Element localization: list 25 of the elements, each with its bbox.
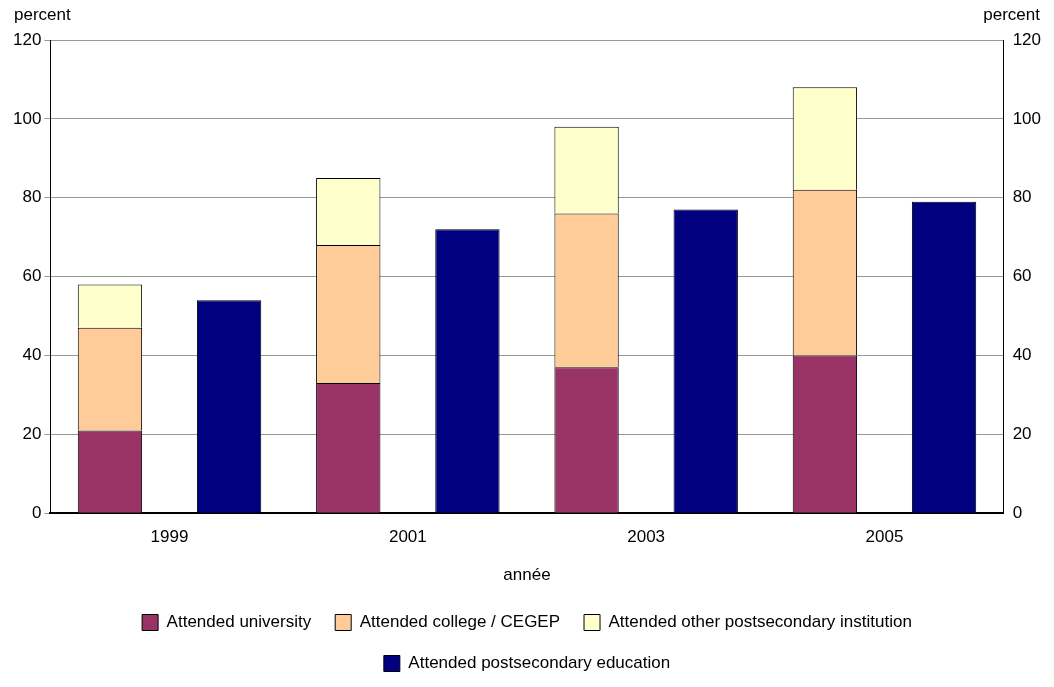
y-axis-title: percent <box>14 5 71 25</box>
x-tick-label: 1999 <box>150 527 189 547</box>
y-tick-label: 100 <box>12 108 42 128</box>
x-tick-label: 2005 <box>865 527 904 547</box>
y2-tick-label: 20 <box>1012 424 1032 444</box>
x-tick-label: 2003 <box>627 527 666 547</box>
y-tick-label: 120 <box>12 29 42 49</box>
y-tick-label: 80 <box>22 187 42 207</box>
legend-label: Attended university <box>166 612 312 632</box>
y2-tick-label: 120 <box>1012 29 1042 49</box>
y2-tick-label: 100 <box>1012 108 1042 128</box>
legend-label: Attended college / CEGEP <box>359 612 561 632</box>
y2-tick-label: 80 <box>1012 187 1032 207</box>
y2-tick-label: 0 <box>1012 502 1023 522</box>
legend-label: Attended postsecondary education <box>408 653 671 673</box>
legend-label: Attended other postsecondary institution <box>608 612 912 632</box>
y-tick-label: 40 <box>22 345 42 365</box>
y2-axis-title: percent <box>983 5 1041 25</box>
y2-tick-label: 60 <box>1012 266 1032 286</box>
y-tick-label: 0 <box>31 502 42 522</box>
x-axis-title: année <box>503 565 551 585</box>
y-tick-label: 20 <box>22 424 42 444</box>
y2-tick-label: 40 <box>1012 345 1032 365</box>
x-tick-label: 2001 <box>388 527 427 547</box>
y-tick-label: 60 <box>22 266 42 286</box>
